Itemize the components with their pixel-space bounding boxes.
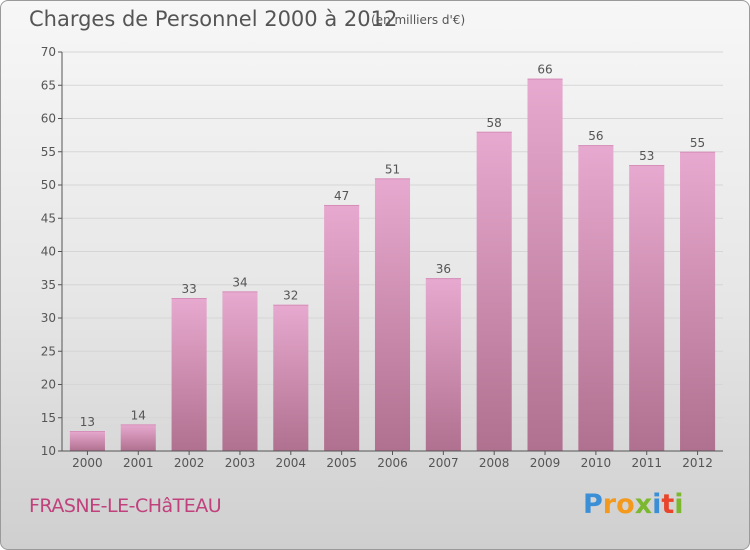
bar [629, 165, 665, 452]
axes [58, 51, 723, 455]
x-tick-label: 2004 [276, 456, 307, 470]
x-tick-label: 2006 [377, 456, 408, 470]
bar [527, 78, 563, 451]
x-tick-label: 2003 [225, 456, 256, 470]
bar [171, 298, 207, 451]
data-label: 36 [436, 262, 451, 276]
x-tick-label: 2001 [123, 456, 154, 470]
data-label: 53 [639, 149, 654, 163]
logo-letter: t [661, 489, 675, 520]
y-tick-label: 40 [41, 245, 56, 259]
place-name: FRASNE-LE-CHâTEAU [29, 495, 222, 517]
chart-title: Charges de Personnel 2000 à 2012 [29, 7, 398, 31]
y-tick-label: 45 [41, 211, 56, 225]
data-label: 47 [334, 189, 349, 203]
chart-subtitle: (en milliers d'€) [371, 13, 466, 27]
y-tick-label: 70 [41, 45, 56, 59]
logo-letter: i [674, 489, 684, 520]
data-label: 66 [537, 63, 552, 77]
y-tick-label: 30 [41, 311, 56, 325]
y-tick-label: 25 [41, 344, 56, 358]
logo-letter: o [616, 489, 635, 520]
data-label: 58 [487, 116, 502, 130]
data-label: 32 [283, 289, 298, 303]
bar [69, 431, 105, 451]
y-tick-label: 15 [41, 411, 56, 425]
y-tick-label: 50 [41, 178, 56, 192]
labels: 10 15 20 25 30 35 40 45 50 55 60 65 70 13 2000 14 2001 33… [41, 45, 713, 470]
y-tick-label: 65 [41, 78, 56, 92]
logo-letter: r [602, 489, 617, 520]
x-tick-label: 2002 [174, 456, 205, 470]
y-tick-label: 55 [41, 145, 56, 159]
x-tick-label: 2007 [428, 456, 459, 470]
bar [476, 131, 512, 452]
y-tick-label: 35 [41, 278, 56, 292]
logo-letter: P [583, 489, 603, 520]
bar [273, 304, 309, 451]
bar [578, 145, 614, 451]
proxiti-logo: Proxiti [583, 489, 684, 520]
x-tick-label: 2012 [682, 456, 713, 470]
y-tick-label: 10 [41, 444, 56, 458]
bar [120, 424, 156, 451]
bar [324, 204, 360, 451]
x-tick-label: 2009 [530, 456, 561, 470]
bar [680, 151, 716, 451]
x-tick-label: 2011 [631, 456, 662, 470]
data-label: 33 [181, 282, 196, 296]
data-label: 34 [232, 275, 247, 289]
bars [69, 78, 716, 452]
y-tick-label: 20 [41, 378, 56, 392]
data-label: 51 [385, 162, 400, 176]
x-tick-label: 2008 [479, 456, 510, 470]
bar [425, 278, 461, 451]
x-tick-label: 2005 [326, 456, 357, 470]
y-tick-label: 60 [41, 112, 56, 126]
logo-letter: i [652, 489, 662, 520]
x-tick-label: 2000 [72, 456, 103, 470]
logo-letter: x [634, 489, 653, 520]
data-label: 56 [588, 129, 603, 143]
data-label: 14 [131, 408, 146, 422]
bar [374, 178, 411, 451]
data-label: 13 [80, 415, 95, 429]
data-label: 55 [690, 136, 705, 150]
x-tick-label: 2010 [581, 456, 612, 470]
bar [222, 291, 258, 451]
